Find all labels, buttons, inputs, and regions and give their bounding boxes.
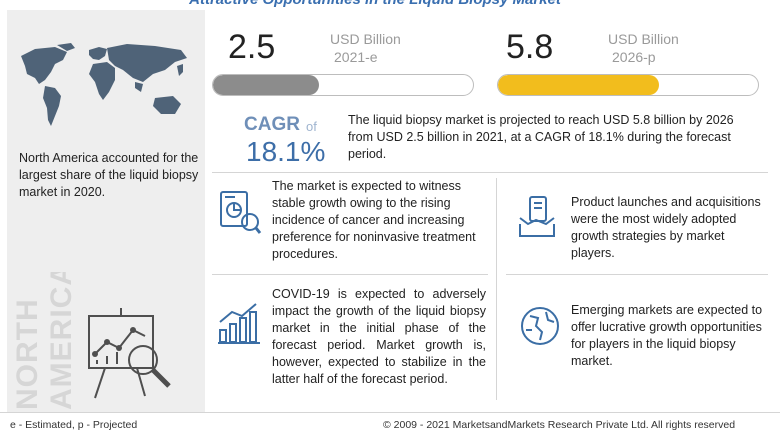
start-year: 2021-e bbox=[334, 49, 378, 65]
presentation-magnifier-icon bbox=[88, 308, 171, 399]
region-panel: North America accounted for the largest … bbox=[7, 10, 205, 412]
market-summary: The liquid biopsy market is projected to… bbox=[348, 113, 734, 161]
start-value: 2.5 bbox=[228, 28, 276, 66]
start-bar-track bbox=[212, 74, 474, 96]
page-title: Attractive Opportunities in the Liquid B… bbox=[140, 0, 610, 8]
world-map-icon bbox=[21, 43, 187, 126]
start-bar-fill bbox=[213, 75, 320, 95]
end-bar-fill bbox=[498, 75, 660, 95]
region-watermark: NORTH AMERICA bbox=[11, 272, 78, 410]
globe-icon bbox=[521, 307, 559, 345]
end-value: 5.8 bbox=[506, 28, 554, 66]
watermark-america: AMERICA bbox=[45, 272, 78, 410]
point-emerging-markets: Emerging markets are expected to offer l… bbox=[571, 303, 763, 368]
point-covid-impact: COVID-19 is expected to adversely impact… bbox=[272, 287, 486, 386]
end-unit: USD Billion bbox=[608, 31, 679, 47]
handshake-icon bbox=[519, 196, 555, 237]
divider-mid-left bbox=[212, 274, 488, 275]
growth-chart-icon bbox=[218, 303, 260, 344]
watermark-north: NORTH bbox=[11, 298, 44, 410]
start-unit: USD Billion bbox=[330, 31, 401, 47]
divider-bottom bbox=[0, 412, 780, 413]
cagr-label: CAGR bbox=[244, 114, 300, 135]
footnote: e - Estimated, p - Projected bbox=[10, 419, 138, 431]
end-year: 2026-p bbox=[612, 49, 656, 65]
divider-mid-right bbox=[506, 274, 768, 275]
cagr-value: 18.1% bbox=[246, 136, 326, 167]
point-strategies: Product launches and acquisitions were t… bbox=[571, 195, 761, 260]
divider-middle bbox=[496, 178, 497, 400]
divider-top bbox=[212, 172, 768, 173]
cagr-of: of bbox=[306, 119, 317, 134]
copyright: © 2009 - 2021 MarketsandMarkets Research… bbox=[383, 419, 736, 431]
point-growth-drivers: The market is expected to witness stable… bbox=[272, 179, 476, 261]
region-highlight-text: North America accounted for the largest … bbox=[19, 151, 199, 199]
tablet-chart-icon bbox=[220, 191, 262, 234]
end-bar-track bbox=[497, 74, 759, 96]
